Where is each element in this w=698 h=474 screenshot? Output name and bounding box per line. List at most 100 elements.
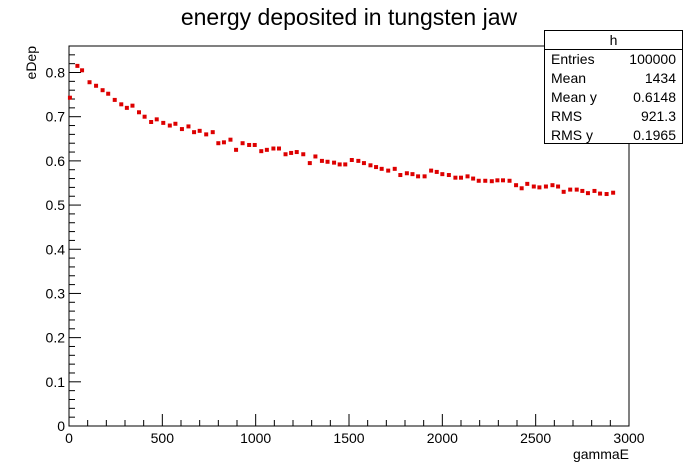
x-tick-label: 1000	[240, 430, 271, 446]
x-tick-label: 2000	[427, 430, 458, 446]
data-point	[204, 132, 209, 137]
data-point	[453, 175, 458, 180]
data-point	[259, 149, 264, 154]
stats-value: 921.3	[640, 108, 676, 124]
data-point	[228, 137, 233, 142]
data-point	[434, 169, 439, 174]
data-point	[422, 174, 427, 179]
data-point	[197, 128, 202, 133]
y-tick-label: 0.5	[46, 197, 66, 213]
data-point	[501, 178, 505, 183]
data-point	[173, 121, 178, 126]
data-point	[325, 159, 330, 164]
stats-row: Mean y 0.6148	[545, 88, 682, 107]
y-tick-label: 0.2	[46, 330, 66, 346]
stats-row: RMS y 0.1965	[545, 126, 682, 145]
data-point	[349, 158, 354, 162]
x-tick-label: 500	[151, 430, 175, 446]
stats-key: Mean y	[551, 89, 597, 105]
data-point	[368, 163, 373, 168]
y-tick-label: 0	[57, 418, 65, 434]
data-point	[264, 147, 269, 152]
y-tick-label: 0.3	[46, 285, 66, 301]
data-point	[429, 168, 434, 173]
data-point	[67, 95, 72, 100]
data-point	[568, 187, 573, 192]
data-point	[186, 124, 191, 129]
x-tick-label: 3000	[613, 430, 644, 446]
stats-value: 100000	[629, 51, 676, 67]
stats-key: RMS	[551, 108, 583, 124]
data-point	[100, 88, 105, 93]
data-point	[119, 102, 124, 107]
data-point	[507, 178, 512, 183]
data-point	[446, 173, 451, 178]
data-point	[404, 171, 409, 176]
data-point	[301, 152, 306, 157]
chart-title: energy deposited in tungsten jaw	[180, 4, 518, 30]
data-point	[252, 142, 257, 147]
data-point	[410, 172, 415, 177]
y-tick-label: 0.1	[46, 374, 66, 390]
data-point	[313, 154, 318, 159]
data-point	[319, 158, 324, 163]
data-point	[167, 123, 172, 128]
data-point	[574, 187, 579, 192]
data-point	[234, 147, 239, 152]
data-point	[550, 183, 555, 188]
x-tick-label: 2500	[520, 430, 551, 446]
data-point	[80, 68, 85, 73]
data-point	[361, 161, 366, 166]
data-point	[585, 191, 590, 196]
data-point	[392, 166, 397, 171]
y-axis-label: eDep	[23, 46, 39, 80]
data-point	[161, 120, 166, 125]
data-point	[374, 165, 379, 170]
data-point	[216, 141, 221, 146]
data-point	[379, 166, 384, 171]
data-point	[332, 160, 337, 165]
data-point	[356, 158, 361, 163]
x-tick-label: 1500	[333, 430, 364, 446]
data-point	[598, 191, 603, 196]
data-point	[75, 63, 80, 68]
data-point	[580, 188, 585, 193]
data-point	[271, 146, 276, 151]
data-point	[94, 83, 99, 88]
data-point	[124, 105, 129, 110]
data-point	[465, 174, 470, 179]
data-point	[179, 127, 184, 132]
stats-box-name: h	[545, 31, 682, 50]
data-point	[611, 190, 616, 195]
y-tick-label: 0.7	[46, 109, 66, 125]
data-point	[556, 184, 561, 189]
stats-rows: Entries 100000 Mean 1434 Mean y 0.6148 RMS 921.…	[545, 50, 682, 145]
data-point	[471, 176, 476, 181]
data-point	[531, 184, 536, 189]
data-point	[495, 178, 500, 183]
data-point	[440, 172, 445, 177]
data-point	[130, 103, 135, 108]
data-point	[289, 150, 294, 155]
data-point	[277, 146, 281, 151]
stats-key: Mean	[551, 70, 587, 86]
stats-value: 0.6148	[633, 89, 676, 105]
stats-box: h Entries 100000 Mean 1434 Mean y 0.6148 RMS 92…	[544, 30, 683, 144]
x-axis-label: gammaE	[573, 446, 629, 462]
data-point	[489, 179, 494, 184]
data-point	[210, 130, 215, 135]
data-point	[343, 162, 348, 167]
data-point	[604, 192, 609, 197]
stats-value: 1434	[644, 70, 676, 86]
data-point	[514, 183, 519, 188]
data-point	[537, 185, 542, 190]
data-point	[247, 142, 252, 147]
data-point	[459, 175, 463, 180]
stats-row: Entries 100000	[545, 50, 682, 69]
data-point	[561, 189, 566, 194]
data-point	[137, 110, 141, 115]
y-tick-label: 0.4	[46, 241, 66, 257]
data-point	[142, 114, 147, 119]
data-point	[87, 80, 92, 85]
